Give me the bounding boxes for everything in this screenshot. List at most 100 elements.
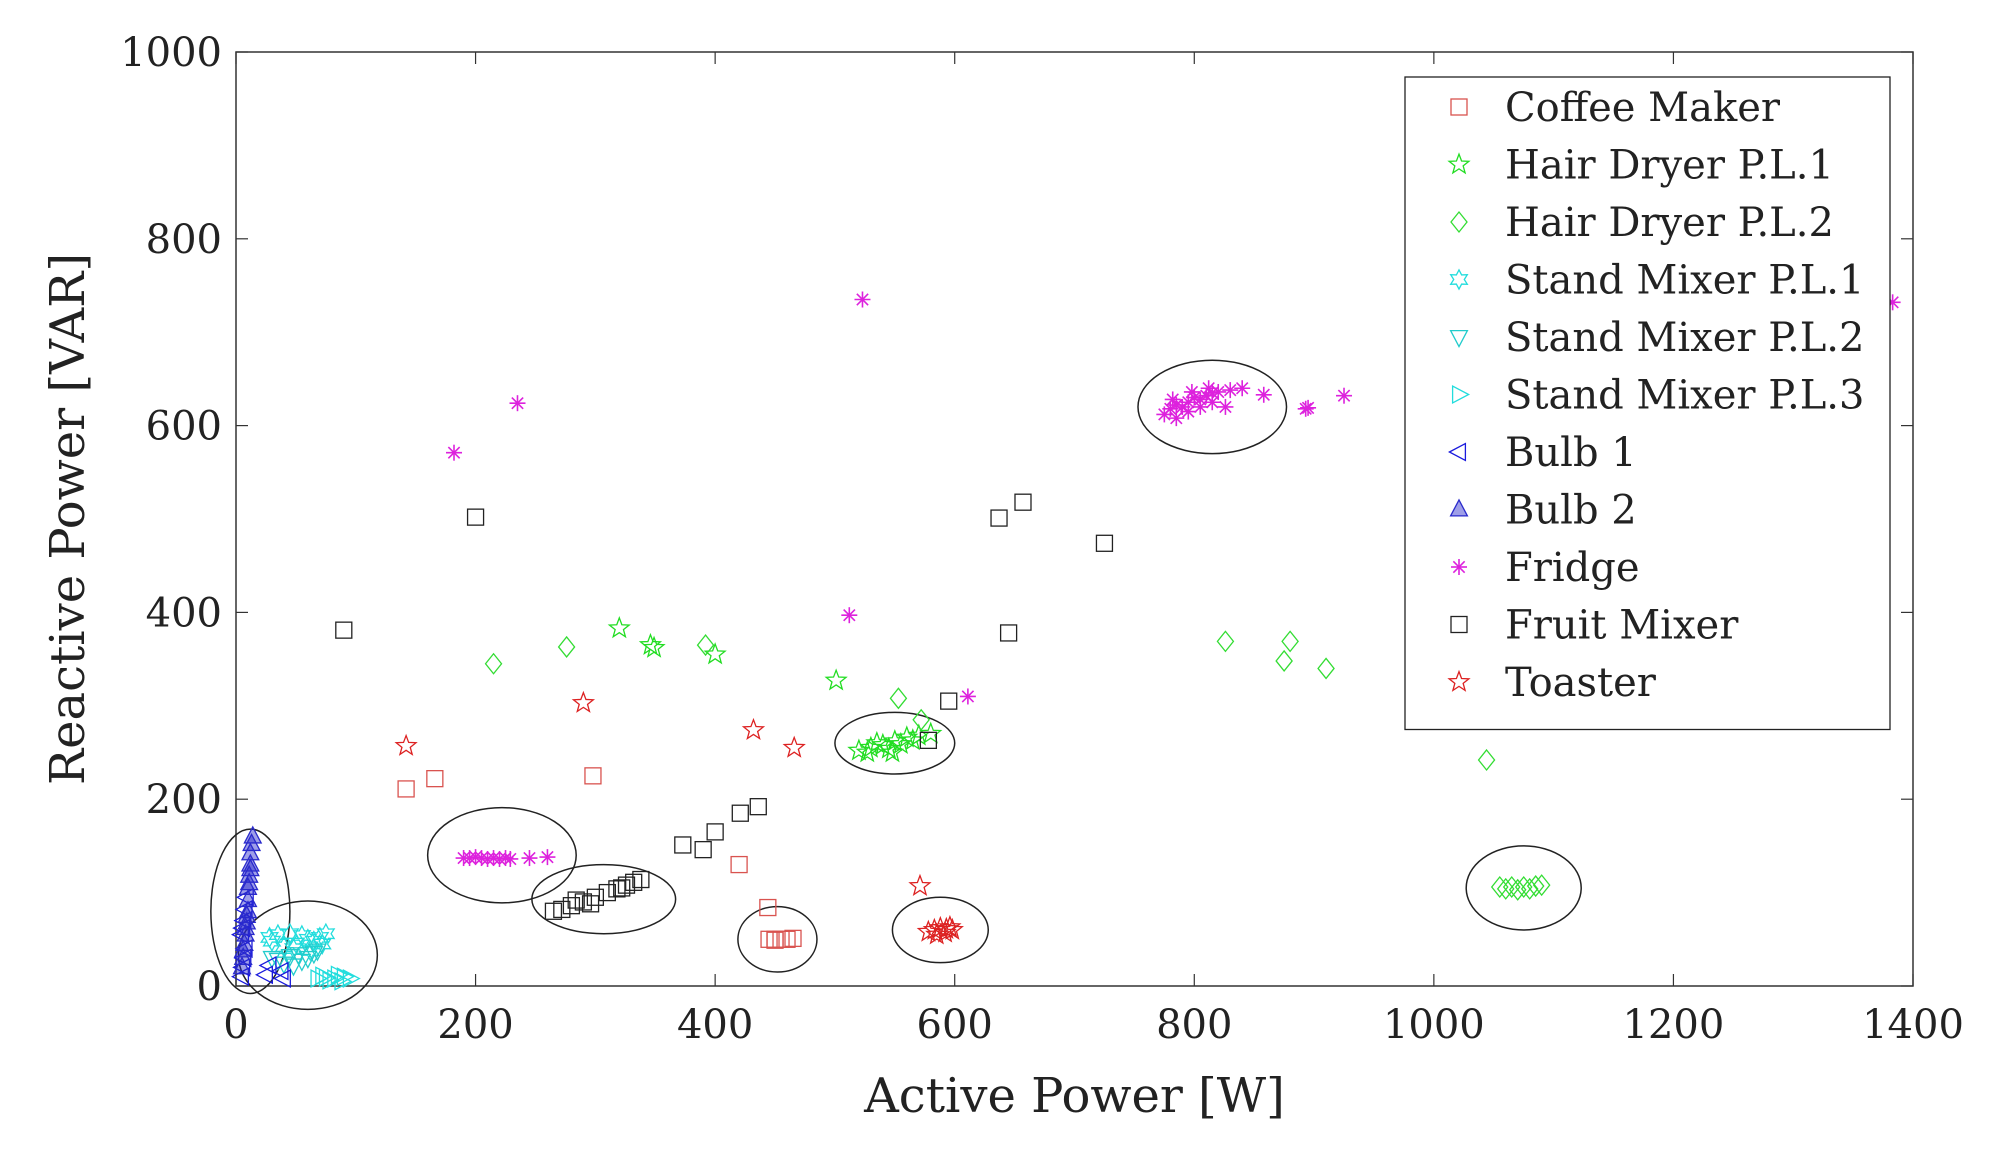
data-point [322,970,341,990]
data-point [625,873,643,891]
data-point [1204,394,1221,411]
legend-marker [1450,210,1468,234]
data-point [928,915,952,939]
asterisk-stroke [1170,411,1183,425]
legend-label: Stand Mixer P.L.2 [1505,315,1864,361]
legend-marker [1449,329,1469,348]
data-point [236,923,256,942]
data-point [824,668,848,691]
cluster-ellipse [891,896,990,964]
cluster-ellipse [834,711,956,775]
legend-label: Bulb 2 [1505,488,1637,534]
series [262,943,327,977]
legend-label: Fridge [1505,545,1640,591]
data-point [567,891,585,909]
data-point [1281,630,1299,653]
data-point [300,939,320,962]
asterisk-stroke [1176,400,1189,414]
y-tick-label: 800 [146,217,222,263]
data-point [1255,386,1272,403]
asterisk-stroke [1219,400,1232,414]
cluster-ellipse [426,806,577,904]
x-tick-label: 0 [223,1002,248,1048]
legend-marker [1449,498,1469,517]
cluster-ellipse [531,863,677,935]
data-point [1490,875,1509,899]
data-point [426,770,444,788]
y-tick-label: 0 [197,964,222,1010]
x-tick-label: 1000 [1383,1002,1485,1048]
data-point [509,395,526,412]
data-point [854,291,871,308]
x-axis-label: Active Power [W] [863,1068,1285,1124]
data-point [233,948,252,968]
data-point [557,635,576,658]
legend-marker [1447,669,1471,692]
legend-marker [1449,268,1469,291]
cluster-ellipse [737,905,818,973]
data-point [1014,493,1032,511]
y-tick-label: 400 [146,590,222,636]
data-point [940,917,964,940]
data-point [292,953,312,972]
data-point [272,969,291,989]
data-point [239,872,259,891]
data-point [1520,877,1539,900]
data-point [461,850,478,867]
series [484,630,1551,901]
series [260,922,336,962]
asterisk-stroke [1337,389,1351,402]
legend-marker [1450,615,1468,634]
data-point [394,733,418,756]
asterisk-stroke [1235,382,1249,395]
asterisk-stroke [843,608,856,622]
cluster-ellipse [237,900,379,1011]
asterisk-stroke [1170,398,1183,412]
data-point [1526,875,1545,898]
x-tick-label: 1200 [1623,1002,1725,1048]
data-point [334,971,353,991]
data-point [238,876,258,895]
legend-label: Fruit Mixer [1505,603,1739,649]
data-point [1222,382,1239,399]
asterisk-stroke [1194,400,1207,414]
legend-marker [1447,152,1471,175]
y-axis-label: Reactive Power [VAR] [40,253,96,785]
data-point [335,621,353,639]
data-point [940,692,958,710]
data-point [1532,874,1551,897]
asterisk-stroke [541,850,554,864]
data-point [502,850,519,867]
asterisk-stroke [1202,382,1215,395]
data-point [880,740,905,763]
axis-ticks: 0 200 400 600 800 1000 1200 1400 0 200 400 600 800 10… [120,30,1964,1048]
x-tick-label: 200 [437,1002,513,1048]
data-point [1164,391,1181,408]
data-point [1200,380,1217,397]
data-point [1216,630,1235,653]
data-point [330,965,349,985]
data-point [1183,383,1200,400]
data-point [233,939,253,958]
asterisk-stroke [1182,405,1195,418]
data-point [925,922,949,945]
data-point [1496,877,1515,900]
data-point [1217,398,1234,415]
data-point [284,958,303,977]
cluster-ellipses [210,359,1582,1011]
data-point [642,635,666,658]
data-point [766,931,784,949]
data-point [581,895,600,913]
data-point [847,738,871,761]
y-tick-label: 600 [146,404,222,450]
data-point [307,943,327,962]
data-point [1192,398,1209,415]
asterisk-stroke [1299,402,1312,416]
asterisk-stroke [504,852,517,866]
y-tick-label: 1000 [120,30,222,76]
data-point [1168,410,1185,427]
data-point [243,825,263,844]
asterisk-stroke [1166,393,1179,406]
data-point [315,966,334,986]
